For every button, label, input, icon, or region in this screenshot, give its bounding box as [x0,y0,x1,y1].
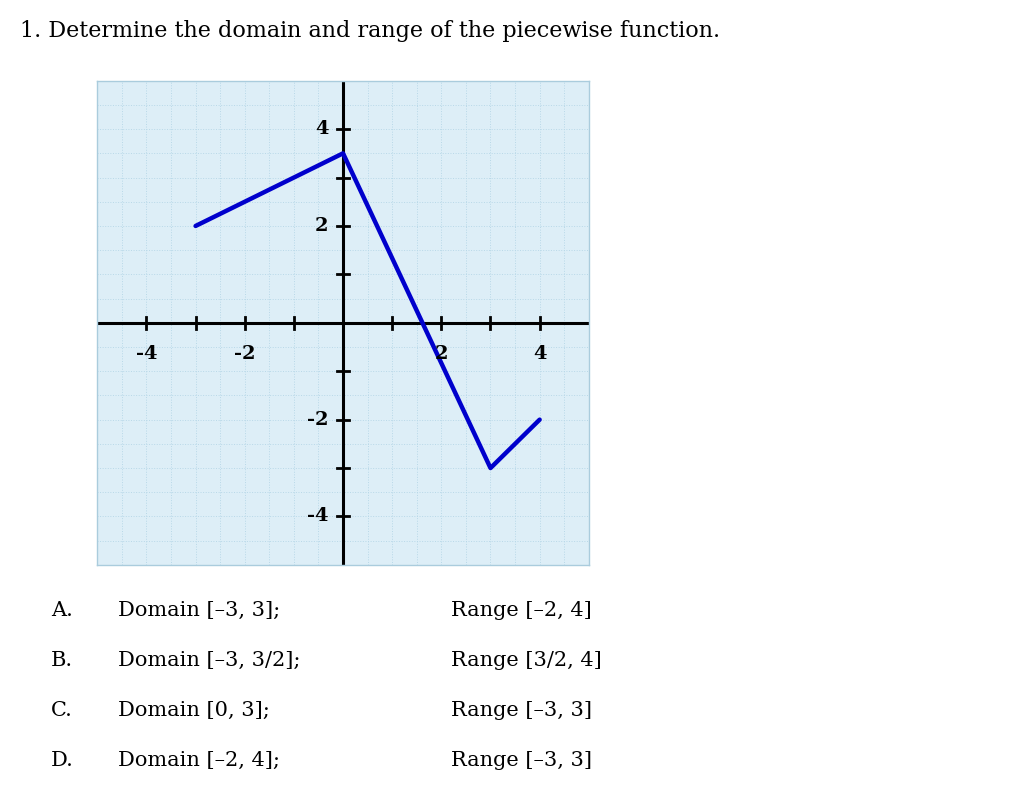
Text: 2: 2 [434,345,449,362]
Text: D.: D. [51,751,74,771]
Text: C.: C. [51,701,73,721]
Text: -2: -2 [307,411,329,429]
Text: 2: 2 [314,217,329,235]
Text: Domain [–2, 4];: Domain [–2, 4]; [118,751,280,771]
Text: -2: -2 [234,345,255,362]
Text: Range [–3, 3]: Range [–3, 3] [451,701,592,721]
Text: B.: B. [51,651,74,671]
Text: Range [3/2, 4]: Range [3/2, 4] [451,651,601,671]
Text: Range [–2, 4]: Range [–2, 4] [451,601,591,621]
Text: Domain [–3, 3/2];: Domain [–3, 3/2]; [118,651,300,671]
Text: -4: -4 [136,345,157,362]
Text: 1. Determine the domain and range of the piecewise function.: 1. Determine the domain and range of the… [20,20,721,42]
Text: Domain [–3, 3];: Domain [–3, 3]; [118,601,280,621]
Text: 4: 4 [314,120,329,138]
Text: 4: 4 [532,345,547,362]
Text: -4: -4 [307,508,329,525]
Text: Domain [0, 3];: Domain [0, 3]; [118,701,269,721]
Text: Range [–3, 3]: Range [–3, 3] [451,751,592,771]
Text: A.: A. [51,601,73,621]
